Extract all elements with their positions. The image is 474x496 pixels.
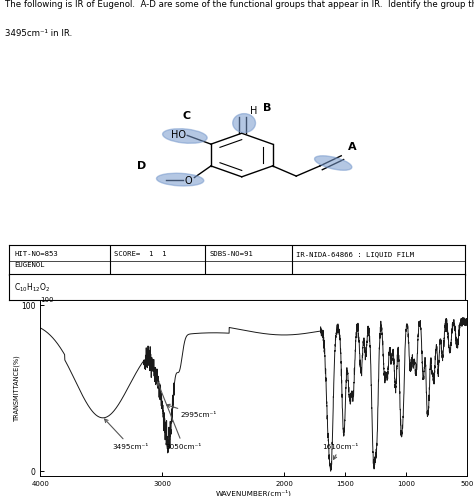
Text: 3050cm⁻¹: 3050cm⁻¹ — [157, 382, 201, 449]
Ellipse shape — [163, 129, 207, 143]
Text: A: A — [348, 142, 357, 152]
Text: 100: 100 — [40, 298, 54, 304]
Ellipse shape — [156, 173, 204, 186]
Text: SDBS-NO=91: SDBS-NO=91 — [210, 251, 254, 257]
Y-axis label: TRANSMITTANCE(%): TRANSMITTANCE(%) — [13, 355, 19, 422]
Text: 3495cm⁻¹ in IR.: 3495cm⁻¹ in IR. — [5, 29, 72, 38]
Text: HIT-NO=853: HIT-NO=853 — [14, 251, 58, 257]
Text: SCORE=  1  1: SCORE= 1 1 — [114, 251, 167, 257]
X-axis label: WAVENUMBER(cm⁻¹): WAVENUMBER(cm⁻¹) — [216, 490, 292, 496]
Text: 2995cm⁻¹: 2995cm⁻¹ — [167, 404, 217, 418]
Text: O: O — [184, 176, 192, 186]
Text: 1610cm⁻¹: 1610cm⁻¹ — [322, 443, 359, 459]
Text: The following is IR of Eugenol.  A-D are some of the functional groups that appe: The following is IR of Eugenol. A-D are … — [5, 0, 474, 9]
Text: $\mathregular{C_{10}H_{12}O_2}$: $\mathregular{C_{10}H_{12}O_2}$ — [14, 282, 50, 294]
Text: C: C — [182, 112, 191, 122]
Text: D: D — [137, 161, 147, 171]
Text: IR-NIDA-64866 : LIQUID FILM: IR-NIDA-64866 : LIQUID FILM — [296, 251, 414, 257]
Ellipse shape — [233, 114, 255, 132]
Text: 3495cm⁻¹: 3495cm⁻¹ — [105, 419, 148, 449]
Text: EUGENOL: EUGENOL — [14, 262, 45, 268]
Ellipse shape — [315, 156, 352, 170]
Text: H: H — [250, 106, 258, 116]
Text: B: B — [263, 104, 272, 114]
Text: HO: HO — [171, 130, 186, 140]
